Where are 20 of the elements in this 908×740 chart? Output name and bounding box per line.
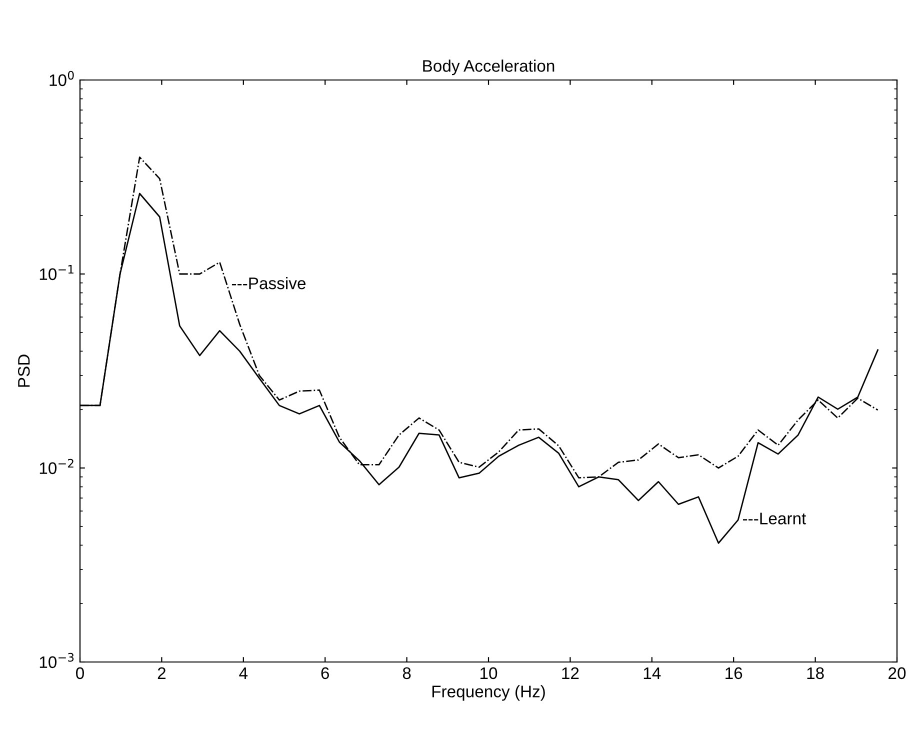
annotation: ---Passive: [232, 277, 306, 290]
y-tick-label: 10$^{−2}$: [40, 458, 74, 474]
x-tick-label: 12: [562, 667, 579, 679]
x-tick-label: 4: [239, 667, 248, 679]
y-tick-label: 10$^{−1}$: [40, 265, 74, 280]
x-tick-label: 10: [480, 667, 498, 680]
x-tick-label: 14: [644, 667, 661, 679]
x-tick-label: 6: [321, 667, 329, 680]
chart-title: Body Acceleration: [423, 60, 554, 76]
y-tick-label: 10$^{−3}$: [40, 652, 74, 668]
annotation: ---Learnt: [743, 512, 806, 524]
y-tick-label: 10$^{0}$: [50, 70, 74, 86]
x-tick-label: 20: [888, 667, 906, 680]
y-axis-title: PSD: [18, 354, 30, 387]
x-tick-label: 2: [158, 667, 166, 679]
x-axis-title: Frequency (Hz): [432, 685, 545, 701]
x-tick-label: 0: [76, 667, 84, 680]
x-tick-label: 18: [807, 667, 824, 680]
x-tick-label: 16: [726, 667, 742, 680]
x-tick-label: 8: [402, 667, 411, 680]
